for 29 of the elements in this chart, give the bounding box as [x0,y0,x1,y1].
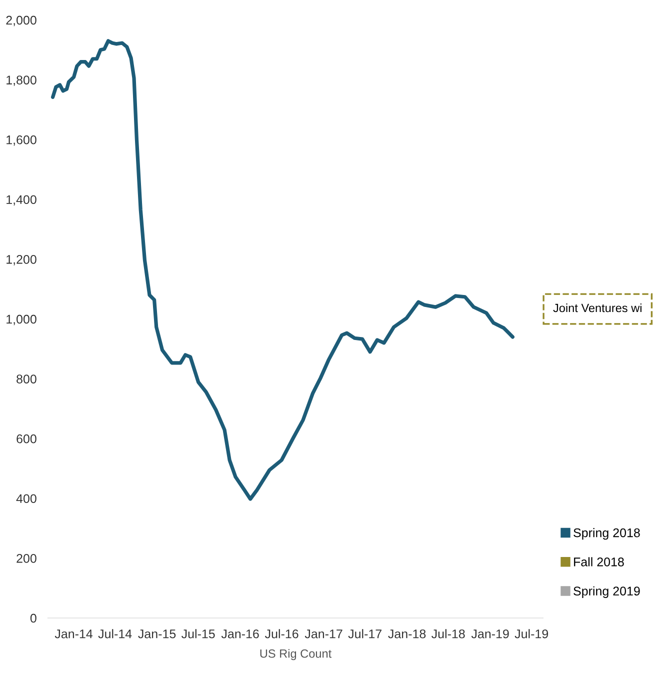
x-tick-label: Jul-17 [348,629,382,638]
x-tick-label: Jul-19 [514,629,548,638]
y-tick-label: 1,000 [6,314,36,326]
y-tick-label: 0 [30,614,36,623]
x-tick-label: Jan-18 [388,629,426,638]
y-tick-label: 800 [16,374,36,384]
x-axis-title: US Rig Count [260,649,332,660]
x-tick-label: Jan-15 [138,630,176,638]
line-series [50,39,514,501]
text: Joint Ventures wi [553,303,642,312]
x-tick-label: Jul-14 [98,629,132,638]
y-tick-label: 2,000 [6,16,36,26]
x-tick-label: Jul-16 [264,629,298,638]
x-tick-label: Jan-19 [471,629,509,638]
legend-label: Spring 2019 [574,586,640,598]
x-tick-label: Jan-14 [54,630,93,638]
x-tick-label: Jan-17 [304,630,342,638]
legend-label: Spring 2018 [574,528,640,540]
legend-label: Fall 2018 [574,557,624,566]
y-tick-label: 1,200 [6,255,36,266]
y-tick-label: 200 [16,554,36,563]
x-tick-label: Jan-16 [221,629,259,638]
y-tick-label: 1,600 [6,135,36,146]
y-tick-label: 600 [16,434,36,444]
y-tick-label: 1,800 [6,76,36,86]
y-tick-label: 1,400 [6,195,36,206]
x-tick-label: Jul-18 [432,629,465,638]
y-tick-label: 400 [16,494,36,504]
x-tick-label: Jul-15 [182,629,215,638]
